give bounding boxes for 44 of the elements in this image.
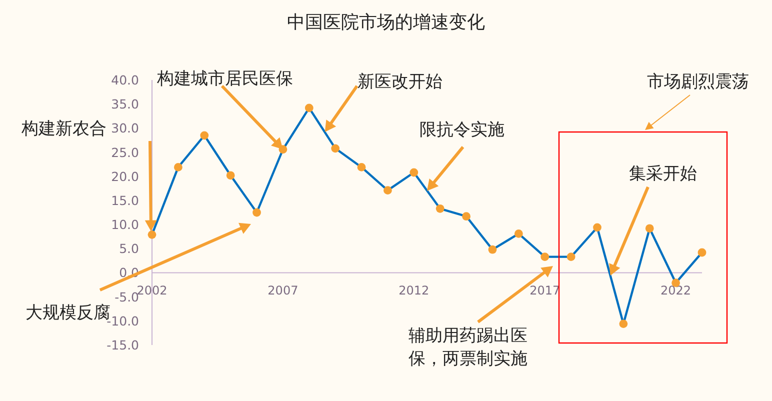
y-tick-label: 25.0 bbox=[111, 144, 140, 160]
point bbox=[462, 212, 470, 221]
annotation: 构建城市居民医保 bbox=[156, 69, 293, 89]
point bbox=[252, 208, 261, 217]
point bbox=[514, 230, 523, 238]
y-tick-label: 5.0 bbox=[119, 241, 140, 256]
x-tick-label: 2012 bbox=[398, 284, 430, 298]
annotation: 限抗令实施 bbox=[420, 120, 504, 191]
y-tick-label: 40.0 bbox=[111, 72, 140, 88]
point bbox=[331, 144, 340, 153]
point bbox=[540, 252, 550, 262]
point bbox=[384, 186, 392, 195]
point bbox=[645, 224, 654, 233]
y-tick-label: 20.0 bbox=[111, 168, 140, 184]
chart-title: 中国医院市场的增速变化 bbox=[287, 12, 485, 33]
point bbox=[593, 223, 602, 232]
point bbox=[304, 104, 314, 112]
point bbox=[357, 163, 366, 172]
point bbox=[619, 320, 628, 328]
point bbox=[698, 248, 706, 257]
annotation: 构建城市居民医保 bbox=[157, 69, 293, 150]
x-tick-label: 2022 bbox=[660, 284, 692, 298]
annotation: 限抗令实施 bbox=[420, 120, 504, 140]
annotation: 市场剧烈震荡 bbox=[645, 72, 749, 130]
y-tick-label: -5.0 bbox=[114, 289, 140, 304]
y-tick-label: 15.0 bbox=[111, 192, 140, 208]
point bbox=[410, 168, 418, 177]
annotation: 集采开始 bbox=[609, 164, 697, 276]
point bbox=[148, 230, 156, 239]
point bbox=[200, 131, 209, 140]
point bbox=[436, 204, 444, 213]
point bbox=[488, 245, 497, 254]
x-tick-label: 2002 bbox=[136, 284, 168, 298]
y-tick-label: 30.0 bbox=[111, 120, 140, 136]
y-tick-label: 10.0 bbox=[111, 217, 140, 232]
x-tick-label: 2017 bbox=[530, 284, 560, 298]
point bbox=[226, 171, 235, 180]
x-tick-label: 2007 bbox=[268, 284, 298, 298]
annotation: 集采开始 bbox=[629, 164, 697, 184]
point bbox=[174, 163, 182, 172]
y-tick-label: -15.0 bbox=[106, 338, 140, 352]
point bbox=[566, 252, 576, 262]
annotation: 市场剧烈震荡 bbox=[647, 72, 749, 92]
y-tick-label: 35.0 bbox=[111, 96, 140, 112]
